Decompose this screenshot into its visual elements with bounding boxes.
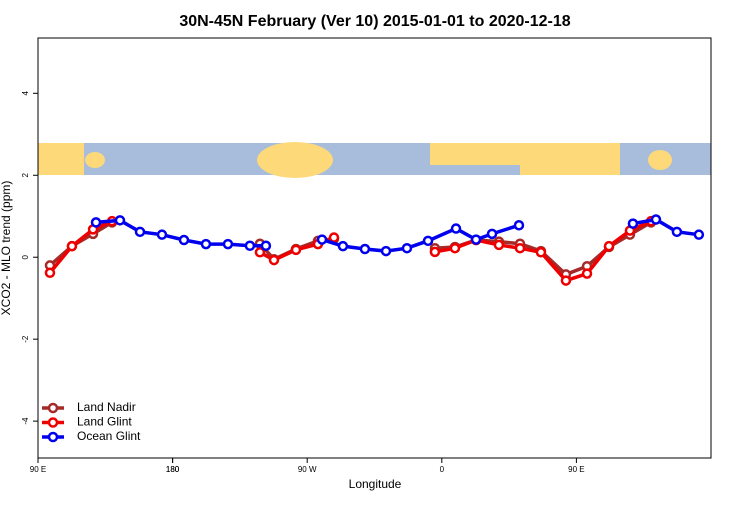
data-point xyxy=(44,267,56,279)
data-point xyxy=(603,240,615,252)
y-tick-label: 0 xyxy=(21,254,30,259)
data-point xyxy=(114,215,126,226)
data-point xyxy=(359,243,371,255)
legend-marker xyxy=(47,402,59,414)
x-tick-label: 0 xyxy=(440,465,445,474)
data-point xyxy=(422,235,434,247)
data-point xyxy=(581,268,593,279)
data-point xyxy=(156,229,168,240)
chart-title: 30N-45N February (Ver 10) 2015-01-01 to … xyxy=(179,13,570,30)
legend-label: Ocean Glint xyxy=(77,429,141,443)
data-point xyxy=(328,232,340,243)
data-point xyxy=(244,240,256,251)
y-axis-label: XCO2 - MLO trend (ppm) xyxy=(0,181,13,316)
x-tick-label: 90 E xyxy=(568,465,584,474)
data-point xyxy=(401,242,413,254)
data-point xyxy=(693,229,705,240)
legend-label: Land Nadir xyxy=(77,400,136,414)
data-point xyxy=(260,240,272,251)
data-point xyxy=(222,238,234,250)
y-tick-label: 4 xyxy=(21,91,30,96)
map-band xyxy=(38,142,711,178)
plot-frame xyxy=(37,37,712,459)
legend-marker xyxy=(47,417,59,428)
x-tick-label: 180 xyxy=(166,465,180,474)
data-point xyxy=(650,214,662,225)
data-point xyxy=(514,242,526,254)
data-point xyxy=(316,234,328,245)
data-point xyxy=(513,220,525,231)
data-point xyxy=(486,228,498,240)
data-point xyxy=(535,247,547,258)
x-axis-label: Longitude xyxy=(349,477,402,491)
data-point xyxy=(254,247,266,258)
y-tick-label: -4 xyxy=(21,417,30,425)
data-point xyxy=(134,226,146,238)
legend-marker xyxy=(47,431,59,443)
data-point xyxy=(337,240,349,252)
data-point xyxy=(380,245,392,257)
legend-label: Land Glint xyxy=(77,415,132,429)
data-point xyxy=(178,234,190,246)
data-point xyxy=(66,240,78,252)
data-point xyxy=(560,275,572,286)
data-point xyxy=(450,223,462,234)
data-point xyxy=(200,238,212,250)
x-tick-label: 90 E xyxy=(30,465,46,474)
data-point xyxy=(470,234,482,245)
data-point xyxy=(290,244,302,256)
data-point xyxy=(627,218,639,229)
y-tick-label: 2 xyxy=(21,172,30,177)
data-point xyxy=(90,217,102,228)
data-point xyxy=(429,246,441,258)
x-tick-label: 90 W xyxy=(298,465,317,474)
data-point xyxy=(449,242,461,254)
data-point xyxy=(493,239,505,251)
data-point xyxy=(268,254,280,266)
x-tick-label: 180 xyxy=(166,465,180,474)
y-tick-label: -2 xyxy=(21,335,30,343)
data-point xyxy=(671,226,683,238)
